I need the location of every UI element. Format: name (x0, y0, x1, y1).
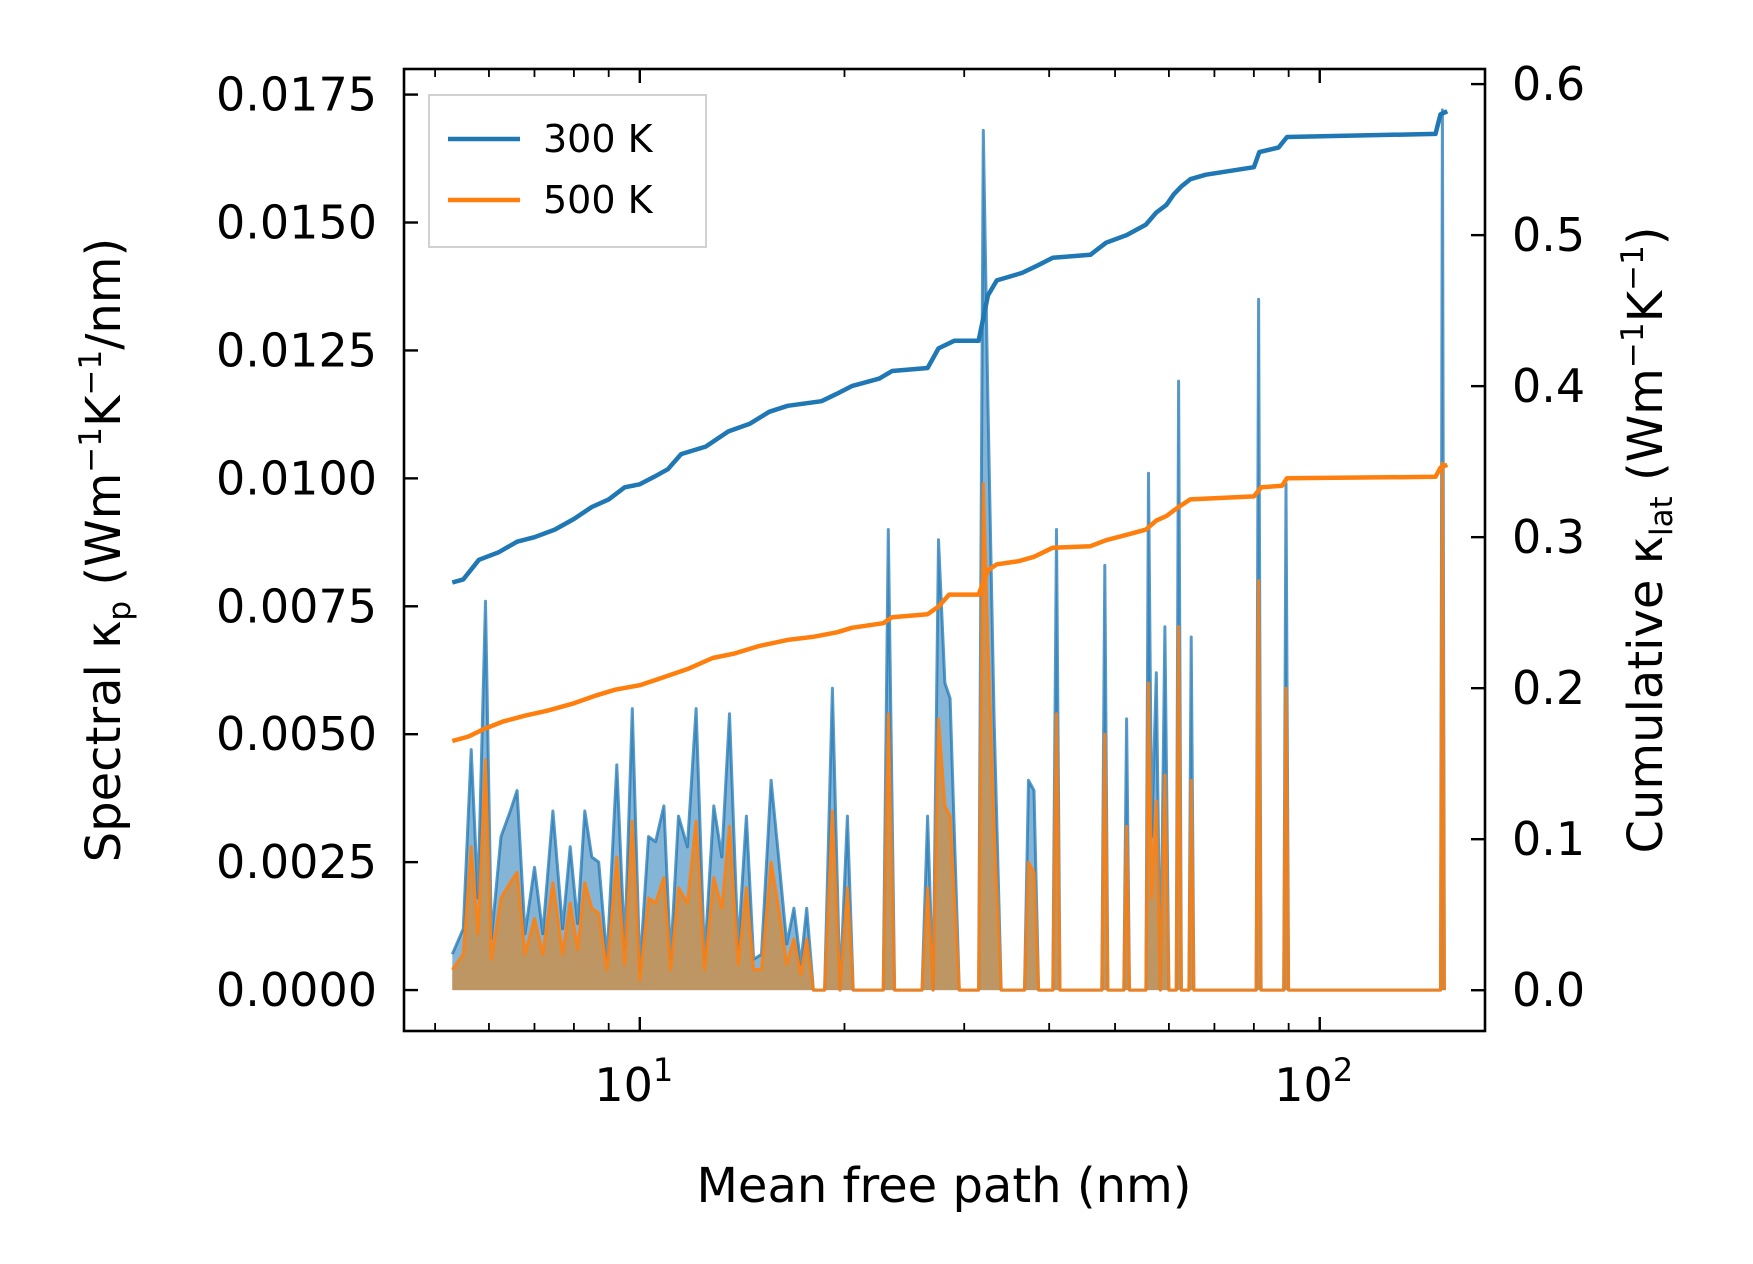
y-right-tick-label: 0.1 (1512, 812, 1585, 866)
cumulative-300k-line (451, 109, 1449, 585)
x-tick-label: 101 (594, 1051, 673, 1112)
plot-frame (402, 67, 1487, 1033)
legend-box (428, 94, 707, 248)
y-axis-label-left: Spectral κp (Wm−1K−1/nm) (73, 238, 138, 863)
cumulative-500k-line (451, 462, 1449, 744)
spectral-500k-line (451, 461, 1446, 992)
spectral-500k-area (452, 463, 1445, 991)
y-left-tick-label: 0.0025 (216, 835, 377, 889)
y-right-tick-label: 0.5 (1512, 208, 1585, 262)
y-left-tick-label: 0.0000 (216, 963, 377, 1017)
y-left-tick-label: 0.0075 (216, 579, 377, 633)
y-left-tick-label: 0.0100 (216, 451, 377, 505)
y-right-tick-label: 0.2 (1512, 661, 1585, 715)
y-left-tick-label: 0.0150 (216, 196, 377, 250)
ticks-layer: 0.00000.00250.00500.00750.01000.01250.01… (216, 57, 1585, 1112)
plot-data-layer (450, 108, 1449, 992)
legend-label-300k: 300 K (543, 117, 654, 161)
y-left-tick-label: 0.0175 (216, 68, 377, 122)
y-right-tick-label: 0.3 (1512, 510, 1585, 564)
y-left-tick-label: 0.0125 (216, 323, 377, 377)
y-right-tick-label: 0.4 (1512, 359, 1585, 413)
legend: 300 K 500 K (428, 94, 707, 248)
x-axis-label: Mean free path (nm) (697, 1158, 1192, 1214)
x-tick-label: 102 (1274, 1051, 1353, 1112)
y-axis-label-right: Cumulative κlat (Wm−1K−1) (1615, 226, 1680, 853)
legend-label-500k: 500 K (543, 178, 654, 222)
y-right-tick-label: 0.0 (1512, 963, 1585, 1017)
y-left-tick-label: 0.0050 (216, 707, 377, 761)
y-right-tick-label: 0.6 (1512, 57, 1585, 111)
